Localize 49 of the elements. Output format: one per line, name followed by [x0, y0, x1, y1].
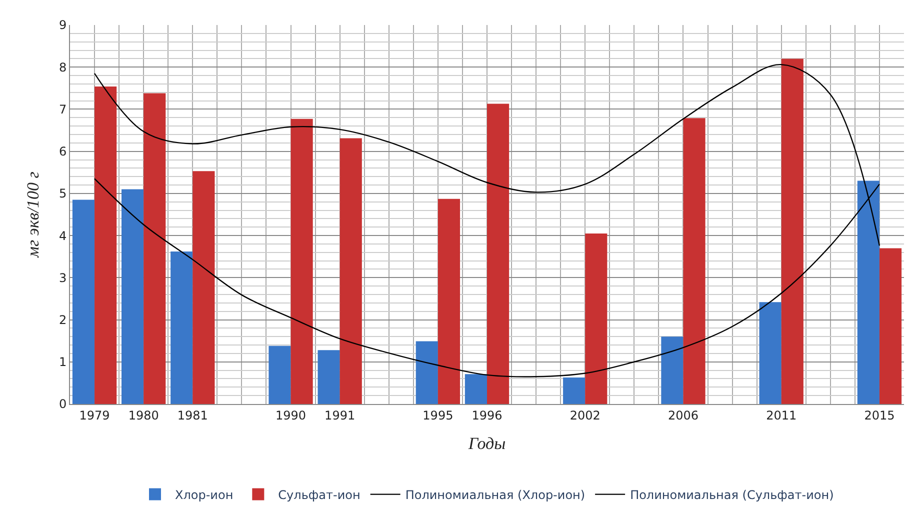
- x-tick-label: 2006: [668, 408, 699, 422]
- bar: [144, 93, 166, 404]
- bar: [318, 350, 340, 404]
- x-tick-label: 1996: [472, 408, 502, 422]
- y-tick-label: 1: [58, 355, 67, 370]
- bar: [340, 138, 362, 404]
- bar: [72, 200, 95, 404]
- bar: [563, 377, 586, 404]
- y-axis-title: мг экв/100 г: [24, 171, 43, 258]
- x-tick-label: 1980: [128, 408, 159, 422]
- bar: [683, 118, 706, 404]
- x-axis-title: Годы: [467, 434, 506, 453]
- y-tick-label: 4: [58, 228, 67, 243]
- y-tick-label: 7: [58, 102, 67, 116]
- bar: [464, 374, 487, 404]
- bar: [94, 86, 117, 404]
- bar: [122, 189, 144, 404]
- bar: [290, 118, 313, 404]
- y-tick-label: 8: [58, 60, 67, 74]
- bar: [416, 341, 438, 404]
- bar: [170, 252, 193, 404]
- y-tick-label: 2: [58, 312, 67, 327]
- bar: [268, 346, 291, 404]
- bar: [857, 180, 880, 404]
- legend-label: Полиномиальная (Хлор-ион): [405, 488, 586, 502]
- y-tick-label: 0: [58, 397, 67, 412]
- x-tick-label: 2015: [864, 408, 895, 422]
- x-tick-label: 1979: [79, 408, 110, 422]
- y-tick-label: 9: [58, 18, 67, 32]
- bar: [487, 104, 510, 404]
- bar: [585, 233, 608, 404]
- bar: [879, 248, 902, 404]
- y-tick-label: 3: [58, 270, 67, 285]
- x-tick-label: 1990: [275, 408, 306, 422]
- x-tick-label: 1981: [177, 408, 208, 422]
- bar: [781, 58, 804, 404]
- x-tick-label: 2011: [766, 408, 797, 422]
- bar: [759, 302, 782, 404]
- bar: [438, 198, 460, 404]
- x-tick-label: 1995: [422, 408, 454, 422]
- bar: [661, 336, 684, 404]
- legend-label: Хлор-ион: [175, 488, 234, 502]
- y-tick-label: 6: [58, 144, 67, 159]
- y-tick-label: 5: [58, 186, 67, 201]
- bar: [192, 171, 215, 404]
- legend-label: Сульфат-ион: [278, 488, 360, 502]
- legend-label: Полиномиальная (Сульфат-ион): [630, 488, 834, 502]
- x-tick-label: 2002: [570, 408, 600, 422]
- x-tick-label: 1991: [324, 408, 356, 422]
